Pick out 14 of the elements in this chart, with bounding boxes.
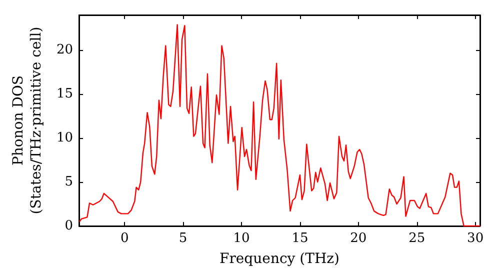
y-tick-label: 5 (64, 174, 73, 190)
y-tick-label: 10 (56, 130, 73, 146)
x-tick-label: 15 (292, 231, 308, 246)
y-tick-label: 0 (64, 218, 73, 234)
y-tick-label: 20 (56, 42, 73, 58)
x-tick-label: 25 (408, 231, 426, 246)
x-axis-title: Frequency (THz) (219, 251, 340, 267)
y-axis-title: Phonon DOS (States/THz·primitive cell) (10, 26, 45, 214)
x-tick-label: 0 (120, 231, 129, 246)
x-tick-label: 20 (350, 231, 367, 246)
x-tick-label: 5 (178, 231, 188, 246)
x-tick-label: 30 (467, 231, 484, 246)
y-tick-label: 15 (56, 86, 73, 102)
x-tick-label: 10 (233, 231, 250, 246)
